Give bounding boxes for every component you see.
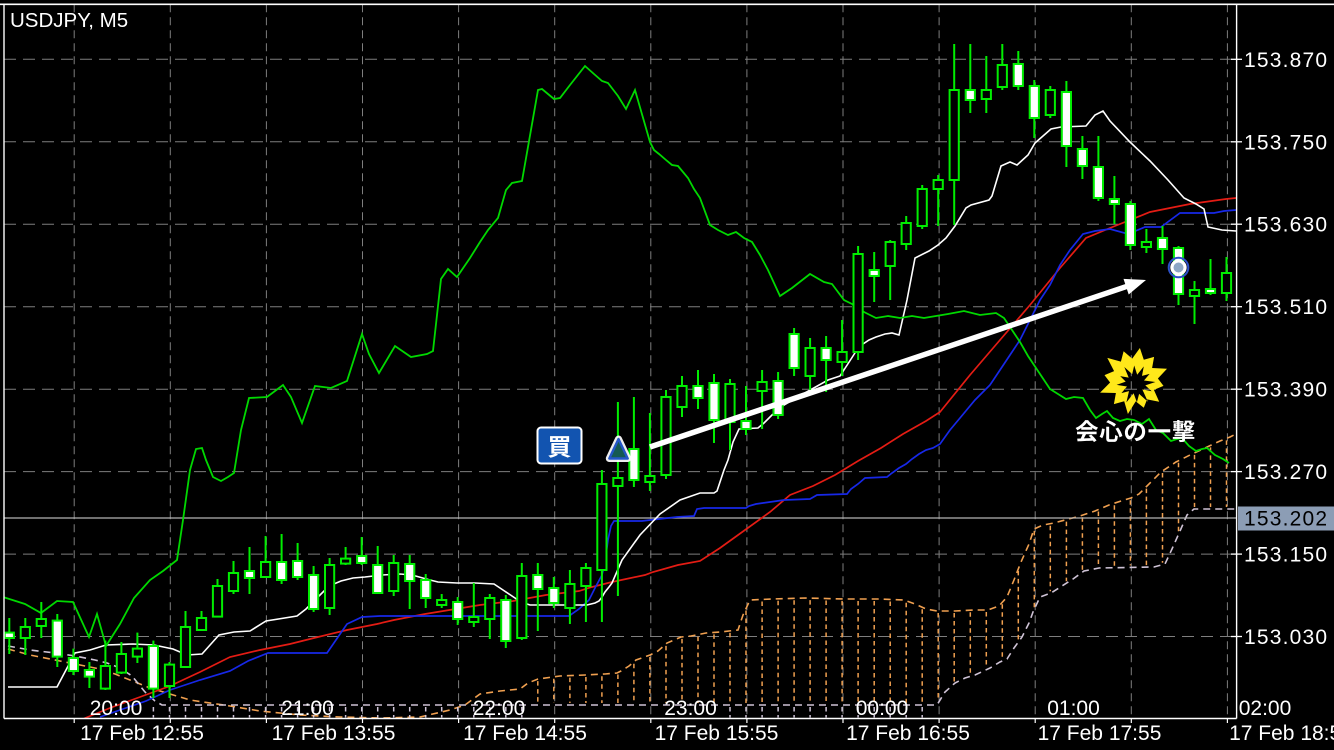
svg-text:17 Feb 14:55: 17 Feb 14:55 xyxy=(463,722,587,745)
svg-text:153.750: 153.750 xyxy=(1244,131,1328,154)
svg-text:153.270: 153.270 xyxy=(1244,461,1328,484)
svg-text:01:00: 01:00 xyxy=(1047,697,1100,720)
svg-text:17 Feb 18:55: 17 Feb 18:55 xyxy=(1229,722,1334,745)
svg-text:17 Feb 15:55: 17 Feb 15:55 xyxy=(655,722,779,745)
svg-text:23:00: 23:00 xyxy=(664,697,717,720)
svg-text:02:00: 02:00 xyxy=(1239,697,1292,720)
svg-text:153.510: 153.510 xyxy=(1244,296,1328,319)
svg-text:153.390: 153.390 xyxy=(1244,379,1328,402)
svg-text:153.202: 153.202 xyxy=(1244,508,1328,531)
svg-text:153.630: 153.630 xyxy=(1244,214,1328,237)
svg-text:153.870: 153.870 xyxy=(1244,49,1328,72)
svg-text:17 Feb 16:55: 17 Feb 16:55 xyxy=(846,722,970,745)
svg-text:17 Feb 17:55: 17 Feb 17:55 xyxy=(1038,722,1162,745)
svg-text:17 Feb 13:55: 17 Feb 13:55 xyxy=(272,722,396,745)
svg-text:153.030: 153.030 xyxy=(1244,626,1328,649)
svg-text:00:00: 00:00 xyxy=(856,697,909,720)
svg-text:21:00: 21:00 xyxy=(281,697,334,720)
svg-text:USDJPY, M5: USDJPY, M5 xyxy=(10,9,128,32)
svg-text:20:00: 20:00 xyxy=(90,697,143,720)
svg-text:153.150: 153.150 xyxy=(1244,544,1328,567)
svg-text:22:00: 22:00 xyxy=(473,697,526,720)
svg-text:17 Feb 12:55: 17 Feb 12:55 xyxy=(80,722,204,745)
